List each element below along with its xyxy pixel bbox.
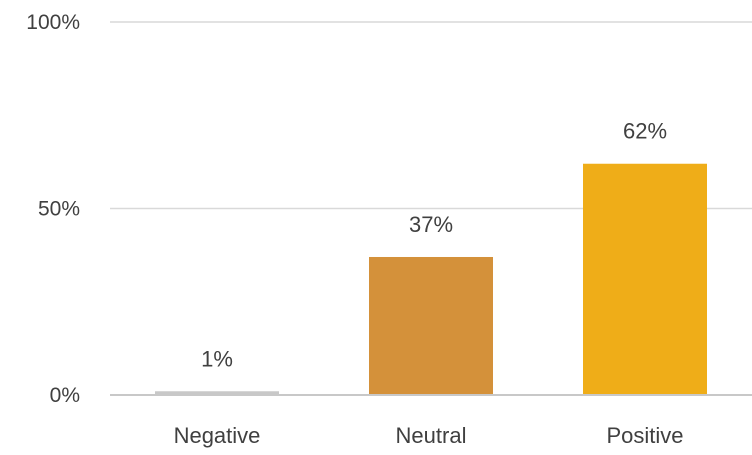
bars bbox=[155, 163, 707, 395]
x-tick-label-neutral: Neutral bbox=[396, 423, 467, 448]
bar-negative bbox=[155, 391, 279, 395]
data-label-neutral: 37% bbox=[409, 212, 453, 237]
x-tick-label-negative: Negative bbox=[174, 423, 261, 448]
bar-neutral bbox=[369, 256, 493, 395]
y-axis-ticks: 0% 50% 100% bbox=[26, 11, 80, 407]
category-labels: Negative Neutral Positive bbox=[174, 423, 684, 448]
y-tick-label: 0% bbox=[50, 384, 80, 407]
y-tick-label: 50% bbox=[38, 198, 80, 221]
data-labels: 1% 37% 62% bbox=[201, 119, 667, 372]
data-label-negative: 1% bbox=[201, 346, 233, 371]
data-label-positive: 62% bbox=[623, 119, 667, 144]
x-tick-label-positive: Positive bbox=[606, 423, 683, 448]
bar-positive bbox=[583, 163, 707, 395]
y-tick-label: 100% bbox=[26, 11, 80, 34]
